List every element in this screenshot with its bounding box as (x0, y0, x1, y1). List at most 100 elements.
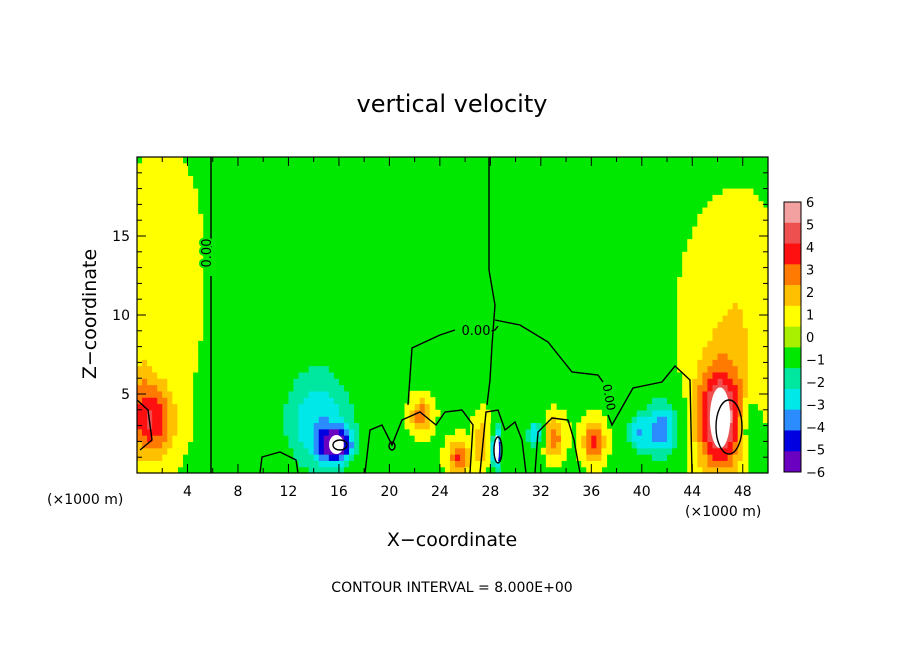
heat-cell (682, 296, 688, 303)
heat-cell (757, 239, 764, 247)
heat-cell (419, 403, 426, 411)
heat-cell (712, 315, 719, 322)
heat-cell (762, 251, 769, 259)
heat-cell (737, 346, 744, 354)
heat-cell (697, 416, 703, 424)
heat-cell (318, 403, 325, 411)
heat-cell (177, 378, 184, 386)
heat-cell (197, 283, 204, 291)
heat-cell (737, 390, 744, 398)
heat-cell (283, 397, 290, 405)
heat-cell (137, 239, 143, 247)
heat-cell (722, 264, 729, 272)
heat-cell (732, 239, 739, 247)
heat-cell (283, 340, 290, 348)
heat-cell (283, 371, 290, 379)
heat-cell (328, 315, 335, 322)
heat-cell (697, 403, 703, 411)
heat-cell (308, 327, 315, 335)
heat-cell (318, 371, 325, 379)
heat-cell (323, 416, 330, 424)
heat-cell (147, 201, 153, 209)
heat-cell (707, 283, 714, 291)
heat-cell (142, 207, 148, 215)
heat-cell (172, 333, 178, 341)
heat-cell (283, 435, 290, 442)
heat-cell (697, 454, 703, 461)
heat-cell (717, 296, 724, 303)
heat-cell (137, 289, 143, 297)
heat-cell (187, 384, 194, 392)
heat-cell (303, 302, 310, 310)
heat-cell (313, 378, 320, 386)
heat-cell (303, 289, 310, 297)
heat-cell (727, 220, 734, 228)
heat-cell (424, 435, 431, 442)
heat-cell (581, 454, 587, 461)
heat-cell (187, 378, 194, 386)
heat-cell (349, 447, 355, 455)
heat-cell (167, 416, 173, 424)
heat-cell (717, 194, 724, 202)
heat-cell (167, 169, 173, 177)
heat-cell (707, 403, 714, 411)
heat-cell (682, 378, 688, 386)
heat-cell (172, 315, 178, 322)
heat-cell (717, 447, 724, 455)
contour-line (259, 451, 299, 474)
heat-cell (142, 258, 148, 266)
heat-cell (707, 321, 714, 329)
heat-cell (288, 384, 295, 392)
heat-cell (651, 441, 658, 449)
heat-cell (737, 277, 744, 284)
heat-cell (343, 384, 350, 392)
heat-cell (152, 258, 158, 266)
heat-cell (550, 435, 557, 442)
heat-cell (167, 194, 173, 202)
heat-cell (147, 182, 153, 190)
heat-cell (152, 308, 158, 316)
heat-cell (747, 321, 754, 329)
heat-cell (142, 175, 148, 183)
heat-cell (182, 327, 189, 335)
heat-cell (333, 428, 340, 436)
x-tick-label: 12 (280, 484, 298, 500)
heat-cell (298, 352, 305, 360)
heat-cell (490, 428, 497, 436)
heat-core (494, 435, 499, 464)
heat-cell (732, 283, 739, 291)
heat-cell (192, 346, 199, 354)
heat-cell (419, 390, 426, 398)
heat-cell (712, 321, 719, 329)
heat-cell (732, 365, 739, 373)
heat-cell (323, 308, 330, 316)
heat-cell (182, 416, 189, 424)
heat-cell (137, 409, 143, 417)
heat-cell (460, 466, 466, 474)
heat-cell (697, 315, 703, 322)
heat-cell (475, 466, 481, 474)
heat-cell (717, 283, 724, 291)
heat-cell (278, 460, 284, 468)
heat-cell (439, 447, 446, 455)
heat-cell (692, 232, 698, 240)
heat-cell (752, 321, 759, 329)
x-axis-title: X−coordinate (387, 529, 517, 551)
heat-cell (742, 346, 749, 354)
heat-cell (192, 302, 199, 310)
colorbar-swatch (784, 451, 801, 473)
heat-cell (672, 435, 678, 442)
heat-cell (677, 428, 683, 436)
heat-cell (197, 226, 204, 234)
heat-cell (707, 441, 714, 449)
heat-cell (757, 289, 764, 297)
heat-cell (157, 213, 163, 221)
heat-cell (167, 359, 173, 367)
heat-cell (687, 466, 693, 474)
heat-cell (762, 270, 769, 278)
heat-cell (192, 340, 199, 348)
heat-cell (661, 428, 668, 436)
heat-cell (157, 270, 163, 278)
heat-cell (631, 422, 638, 430)
heat-cell (737, 201, 744, 209)
